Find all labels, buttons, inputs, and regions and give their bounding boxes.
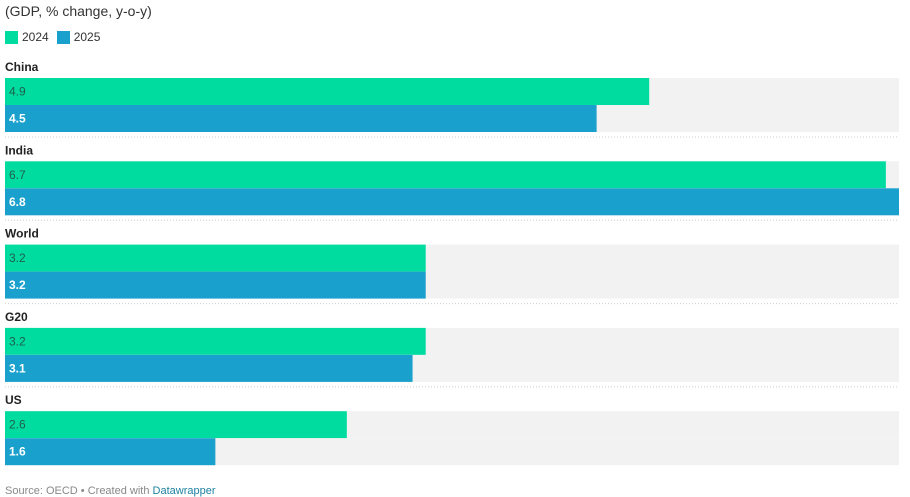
legend-swatch-2024 xyxy=(5,30,18,44)
chart-subtitle: (GDP, % change, y-o-y) xyxy=(5,3,152,19)
bar-us-2025 xyxy=(5,438,216,466)
data-label-china-2024: 4.9 xyxy=(9,85,26,99)
legend-label-2025: 2025 xyxy=(73,30,101,44)
category-label-china: China xyxy=(5,60,39,74)
data-label-g20-2024: 3.2 xyxy=(9,334,26,348)
category-label-g20: G20 xyxy=(5,310,28,324)
data-label-us-2025: 1.6 xyxy=(9,445,26,459)
bar-china-2024 xyxy=(5,78,650,105)
bar-us-2024 xyxy=(5,411,347,439)
legend-swatch-2025 xyxy=(56,30,70,44)
source-text: Source: OECD • Created with xyxy=(5,485,153,497)
data-label-china-2025: 4.5 xyxy=(9,112,26,126)
chart-footer: Source: OECD • Created with Datawrapper xyxy=(5,485,216,497)
legend: 2024 2025 xyxy=(5,30,108,44)
bar-india-2025 xyxy=(5,188,899,216)
legend-item-2025: 2025 xyxy=(56,30,101,44)
bar-g20-2025 xyxy=(5,354,413,382)
category-label-india: India xyxy=(5,143,33,157)
data-label-us-2024: 2.6 xyxy=(9,418,26,432)
data-label-india-2024: 6.7 xyxy=(9,168,26,182)
data-label-world-2025: 3.2 xyxy=(9,278,26,292)
bar-chart: China 4.9 4.5 India 6.7 6.8 World 3.2 3.2 G20 3.2 3… xyxy=(5,60,899,466)
bar-g20-2024 xyxy=(5,327,426,355)
data-label-world-2024: 3.2 xyxy=(9,251,26,265)
category-label-world: World xyxy=(5,227,39,241)
category-label-us: US xyxy=(5,393,22,407)
datawrapper-link[interactable]: Datawrapper xyxy=(152,485,216,497)
data-label-g20-2025: 3.1 xyxy=(9,361,26,375)
bar-world-2025 xyxy=(5,271,426,299)
legend-label-2024: 2024 xyxy=(22,30,49,44)
bar-world-2024 xyxy=(5,244,426,272)
data-label-india-2025: 6.8 xyxy=(9,195,26,209)
legend-item-2024: 2024 xyxy=(5,30,49,44)
bar-china-2025 xyxy=(5,105,597,132)
bar-india-2024 xyxy=(5,161,886,189)
